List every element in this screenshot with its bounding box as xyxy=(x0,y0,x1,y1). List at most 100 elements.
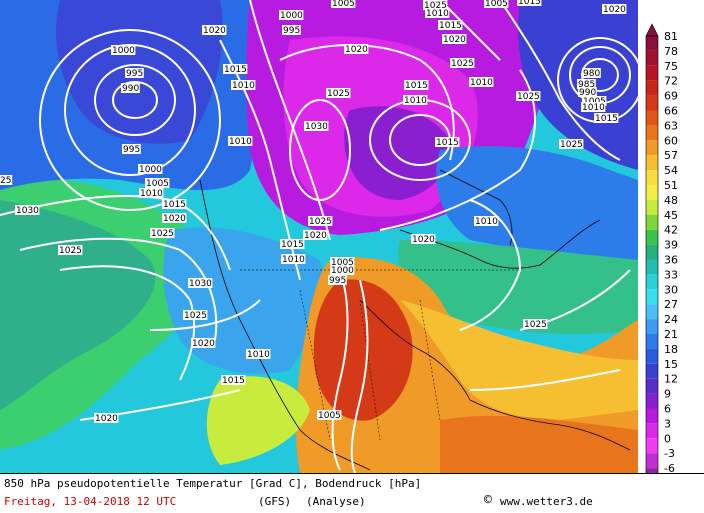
contour-label-bg xyxy=(138,164,163,174)
contour-label-bg xyxy=(469,77,494,87)
contour-label-bg xyxy=(121,83,140,93)
contour-label-bg xyxy=(162,213,187,223)
isobar-label: 1010 xyxy=(470,78,493,88)
legend-tick-label: 63 xyxy=(664,119,678,132)
isobar-label: 1025 xyxy=(59,246,82,256)
legend-tick-label: -3 xyxy=(664,447,675,460)
legend-swatch xyxy=(646,140,658,156)
contour-label-bg xyxy=(308,216,333,226)
legend-tick-label: 66 xyxy=(664,105,678,118)
legend-swatch xyxy=(646,334,658,349)
contour-label-bg xyxy=(516,91,541,101)
legend-swatch xyxy=(646,110,658,126)
contour-label-bg xyxy=(450,58,475,68)
contour-label-bg xyxy=(330,257,355,267)
contour-label-bg xyxy=(145,178,170,188)
contour-label-bg xyxy=(577,79,596,89)
contour-label-bg xyxy=(331,0,356,8)
contour-label-bg xyxy=(111,45,136,55)
isobar-label: 1015 xyxy=(281,240,304,250)
temp-region-yellow-band xyxy=(400,300,638,420)
isobar-label: 990 xyxy=(122,84,139,94)
legend-arrow-top xyxy=(645,23,659,37)
isobar-label: 1025 xyxy=(309,217,332,227)
legend-swatch xyxy=(646,185,658,200)
legend-swatch xyxy=(646,304,658,320)
legend-tick-label: 81 xyxy=(664,30,678,43)
legend-swatch xyxy=(646,199,658,215)
contour-label-bg xyxy=(438,20,463,30)
color-legend: 81 78 75 72 69 66 63 60 57 54 51 48 45 42 39 36 33 30 27 24… xyxy=(638,0,704,496)
isobar-label: 980 xyxy=(583,69,600,79)
legend-tick-label: 33 xyxy=(664,268,678,281)
contour-label-bg xyxy=(125,68,144,78)
legend-tick-label: 27 xyxy=(664,298,678,311)
contour-label-bg xyxy=(582,68,601,78)
contour-label-bg xyxy=(150,228,175,238)
isobar-label: 1020 xyxy=(345,45,368,55)
contour-label-bg xyxy=(139,188,164,198)
contour-label-bg xyxy=(246,349,271,359)
legend-swatch xyxy=(646,50,658,66)
legend-tick-label: 30 xyxy=(664,283,678,296)
isobar-label: 1020 xyxy=(203,26,226,36)
temp-region-teal-west xyxy=(0,200,156,410)
isobar-label: 995 xyxy=(123,145,140,155)
legend-swatch xyxy=(646,229,658,245)
legend-swatch xyxy=(646,438,658,454)
isobar-label: 1025 xyxy=(424,1,447,11)
contour-label-bg xyxy=(435,137,460,147)
contour-label-bg xyxy=(474,216,499,226)
contour-label-bg xyxy=(594,113,619,123)
isobar-label: 1020 xyxy=(192,339,215,349)
legend-tick-label: 60 xyxy=(664,134,678,147)
isobar-label: 1020 xyxy=(603,5,626,15)
isobar-label: 1015 xyxy=(405,81,428,91)
temp-region-orange-south xyxy=(440,415,638,473)
legend-tick-label: 3 xyxy=(664,417,671,430)
legend-tick-label: 36 xyxy=(664,254,678,267)
contour-label-bg xyxy=(282,25,301,35)
isobar-label: 1010 xyxy=(582,103,605,113)
contour-label-bg xyxy=(326,88,351,98)
contour-label-bg xyxy=(58,245,83,255)
contour-label-bg xyxy=(581,102,606,112)
isobar-label: 1000 xyxy=(280,11,303,21)
contour-label-bg xyxy=(330,265,355,275)
contour-label-bg xyxy=(317,410,342,420)
copyright-text: www.wetter3.de xyxy=(500,495,593,508)
isobar-label: 1020 xyxy=(304,231,327,241)
isobar-label: 1015 xyxy=(224,65,247,75)
contour-label-bg xyxy=(344,44,369,54)
isobar-label: 1005 xyxy=(485,0,508,9)
legend-tick-label: 57 xyxy=(664,149,678,162)
contour-label-bg xyxy=(304,121,329,131)
contour-label-bg xyxy=(202,25,227,35)
legend-tick-label: 0 xyxy=(664,432,671,445)
weather-map: 1000 995 1020 1025 1005 1005 1010 1015 1020 1025 1… xyxy=(0,0,638,473)
isobar-label: 1015 xyxy=(595,114,618,124)
legend-swatch xyxy=(646,348,658,364)
contour-label-bg xyxy=(403,95,428,105)
contour-label-bg xyxy=(122,144,141,154)
isobar-label: 1005 xyxy=(318,411,341,421)
legend-tick-label: 45 xyxy=(664,209,678,222)
contour-label-bg xyxy=(0,175,13,185)
isobar-label: 1030 xyxy=(305,122,328,132)
legend-swatch xyxy=(646,378,658,394)
contour-label-bg xyxy=(279,10,304,20)
isobar-label: 995 xyxy=(283,26,300,36)
isobar-label: 1025 xyxy=(524,320,547,330)
contour-label-bg xyxy=(162,199,187,209)
contour-label-bg xyxy=(517,0,542,6)
isobar-label: 1010 xyxy=(404,96,427,106)
contour-label-bg xyxy=(404,80,429,90)
legend-swatch xyxy=(646,244,658,260)
isobar-label: 1025 xyxy=(327,89,350,99)
isobar-label: 1000 xyxy=(331,266,354,276)
isobar-label: 1025 xyxy=(184,311,207,321)
isobar-label: 1025 xyxy=(451,59,474,69)
legend-tick-label: 48 xyxy=(664,194,678,207)
isobar-label: 1010 xyxy=(232,81,255,91)
contour-label-bg xyxy=(411,234,436,244)
